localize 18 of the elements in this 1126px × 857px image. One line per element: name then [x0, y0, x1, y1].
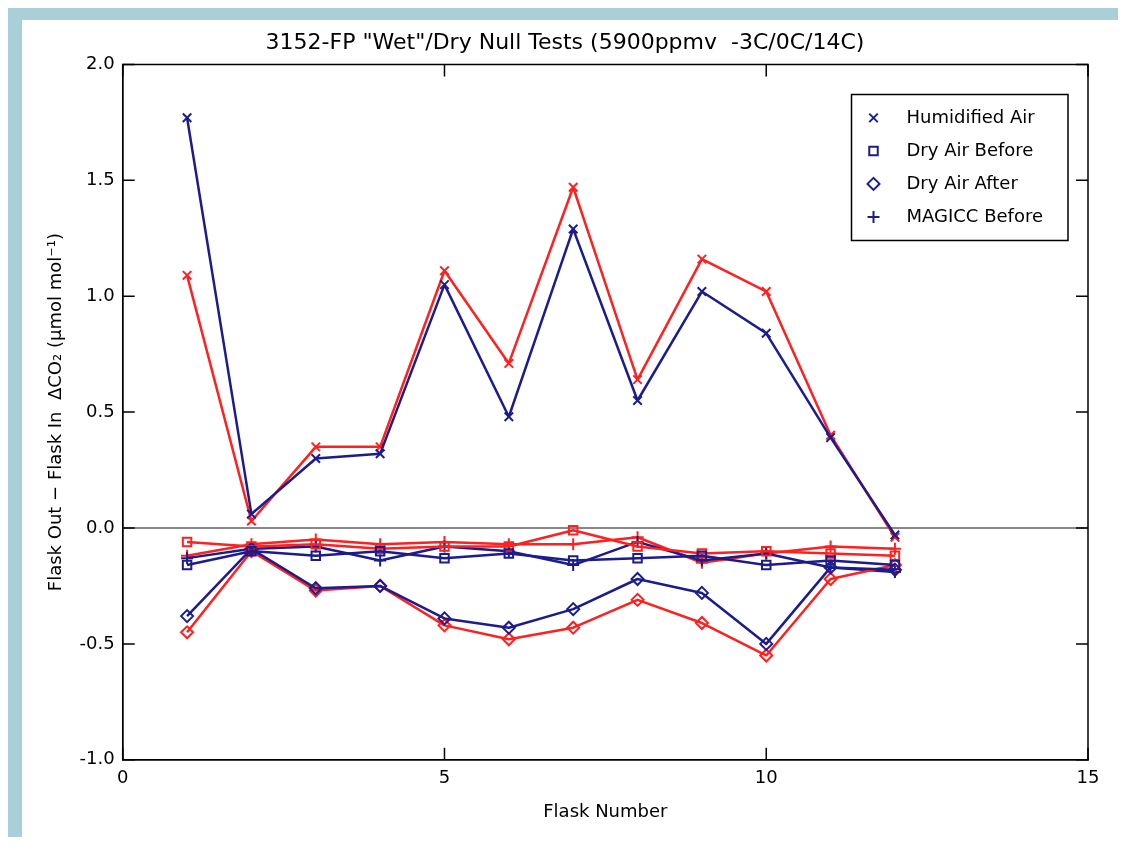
x-tick-label: 15 [1076, 766, 1100, 788]
legend-label: MAGICC Before [906, 204, 1044, 226]
y-axis-title: Flask Out − Flask In ΔCO₂ (μmol mol⁻¹) [44, 233, 66, 592]
legend-label: Humidified Air [906, 105, 1036, 127]
x-tick-label: 10 [754, 766, 778, 788]
y-tick-label: -1.0 [79, 747, 115, 769]
chart-title: 3152-FP "Wet"/Dry Null Tests (5900ppmv -3C/0C/14C) [265, 28, 865, 54]
y-tick-label: 0.0 [86, 515, 115, 537]
x-tick-label: 5 [438, 766, 451, 788]
x-tick-label: 0 [116, 766, 129, 788]
legend-label: Dry Air Before [906, 138, 1034, 160]
y-tick-label: 1.5 [86, 167, 115, 189]
legend-label: Dry Air After [906, 171, 1019, 193]
y-tick-label: 1.0 [86, 283, 115, 305]
y-tick-label: 2.0 [86, 52, 115, 74]
y-tick-label: 0.5 [86, 399, 115, 421]
x-axis-title: Flask Number [543, 799, 669, 821]
y-tick-label: -0.5 [79, 631, 115, 653]
